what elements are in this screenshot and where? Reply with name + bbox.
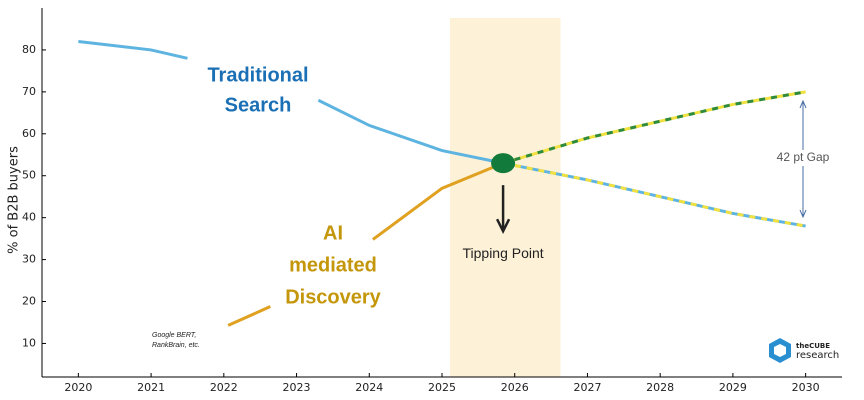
x-tick-label: 2021 — [137, 381, 165, 394]
y-axis-label: % of B2B buyers — [7, 146, 22, 254]
x-tick-label: 2023 — [283, 381, 311, 394]
series-label: Discovery — [285, 286, 381, 308]
logo-text: research — [796, 350, 839, 361]
y-tick-label: 80 — [22, 43, 36, 56]
series-label: Search — [225, 94, 292, 116]
series-label: AI — [323, 222, 343, 244]
series-line — [78, 40, 504, 165]
x-tick-label: 2028 — [646, 381, 674, 394]
gap-head — [799, 99, 807, 219]
y-tick-label: 10 — [22, 336, 36, 349]
arrow-head — [495, 218, 511, 234]
tipping-point-label: Tipping Point — [462, 245, 543, 261]
gap-label: 42 pt Gap — [777, 150, 830, 164]
x-tick-label: 2030 — [792, 381, 820, 394]
x-tick-label: 2025 — [428, 381, 456, 394]
highlight-band — [450, 18, 561, 377]
x-tick-label: 2027 — [573, 381, 601, 394]
y-tick-label: 40 — [22, 211, 36, 224]
x-tick-label: 2026 — [501, 381, 529, 394]
x-tick-label: 2029 — [719, 381, 747, 394]
projection-line — [502, 90, 806, 165]
series-label: Traditional — [207, 64, 308, 86]
y-tick-label: 60 — [22, 127, 36, 140]
y-tick-label: 20 — [22, 295, 36, 308]
y-tick-label: 70 — [22, 85, 36, 98]
series-label: mediated — [289, 254, 377, 276]
note: Google BERT, — [152, 332, 196, 339]
x-tick-label: 2022 — [210, 381, 238, 394]
series-line — [227, 161, 504, 327]
logo-text: theCUBE — [796, 342, 830, 350]
y-tick-label: 30 — [22, 253, 36, 266]
tipping-point-marker — [491, 153, 516, 174]
y-tick-label: 50 — [22, 169, 36, 182]
x-tick-label: 2020 — [64, 381, 92, 394]
x-tick-label: 2024 — [355, 381, 383, 394]
logo-hex-inner — [774, 344, 786, 357]
gap-bg — [767, 150, 839, 166]
projection-dash — [502, 161, 806, 228]
note: RankBrain, etc. — [152, 342, 200, 349]
